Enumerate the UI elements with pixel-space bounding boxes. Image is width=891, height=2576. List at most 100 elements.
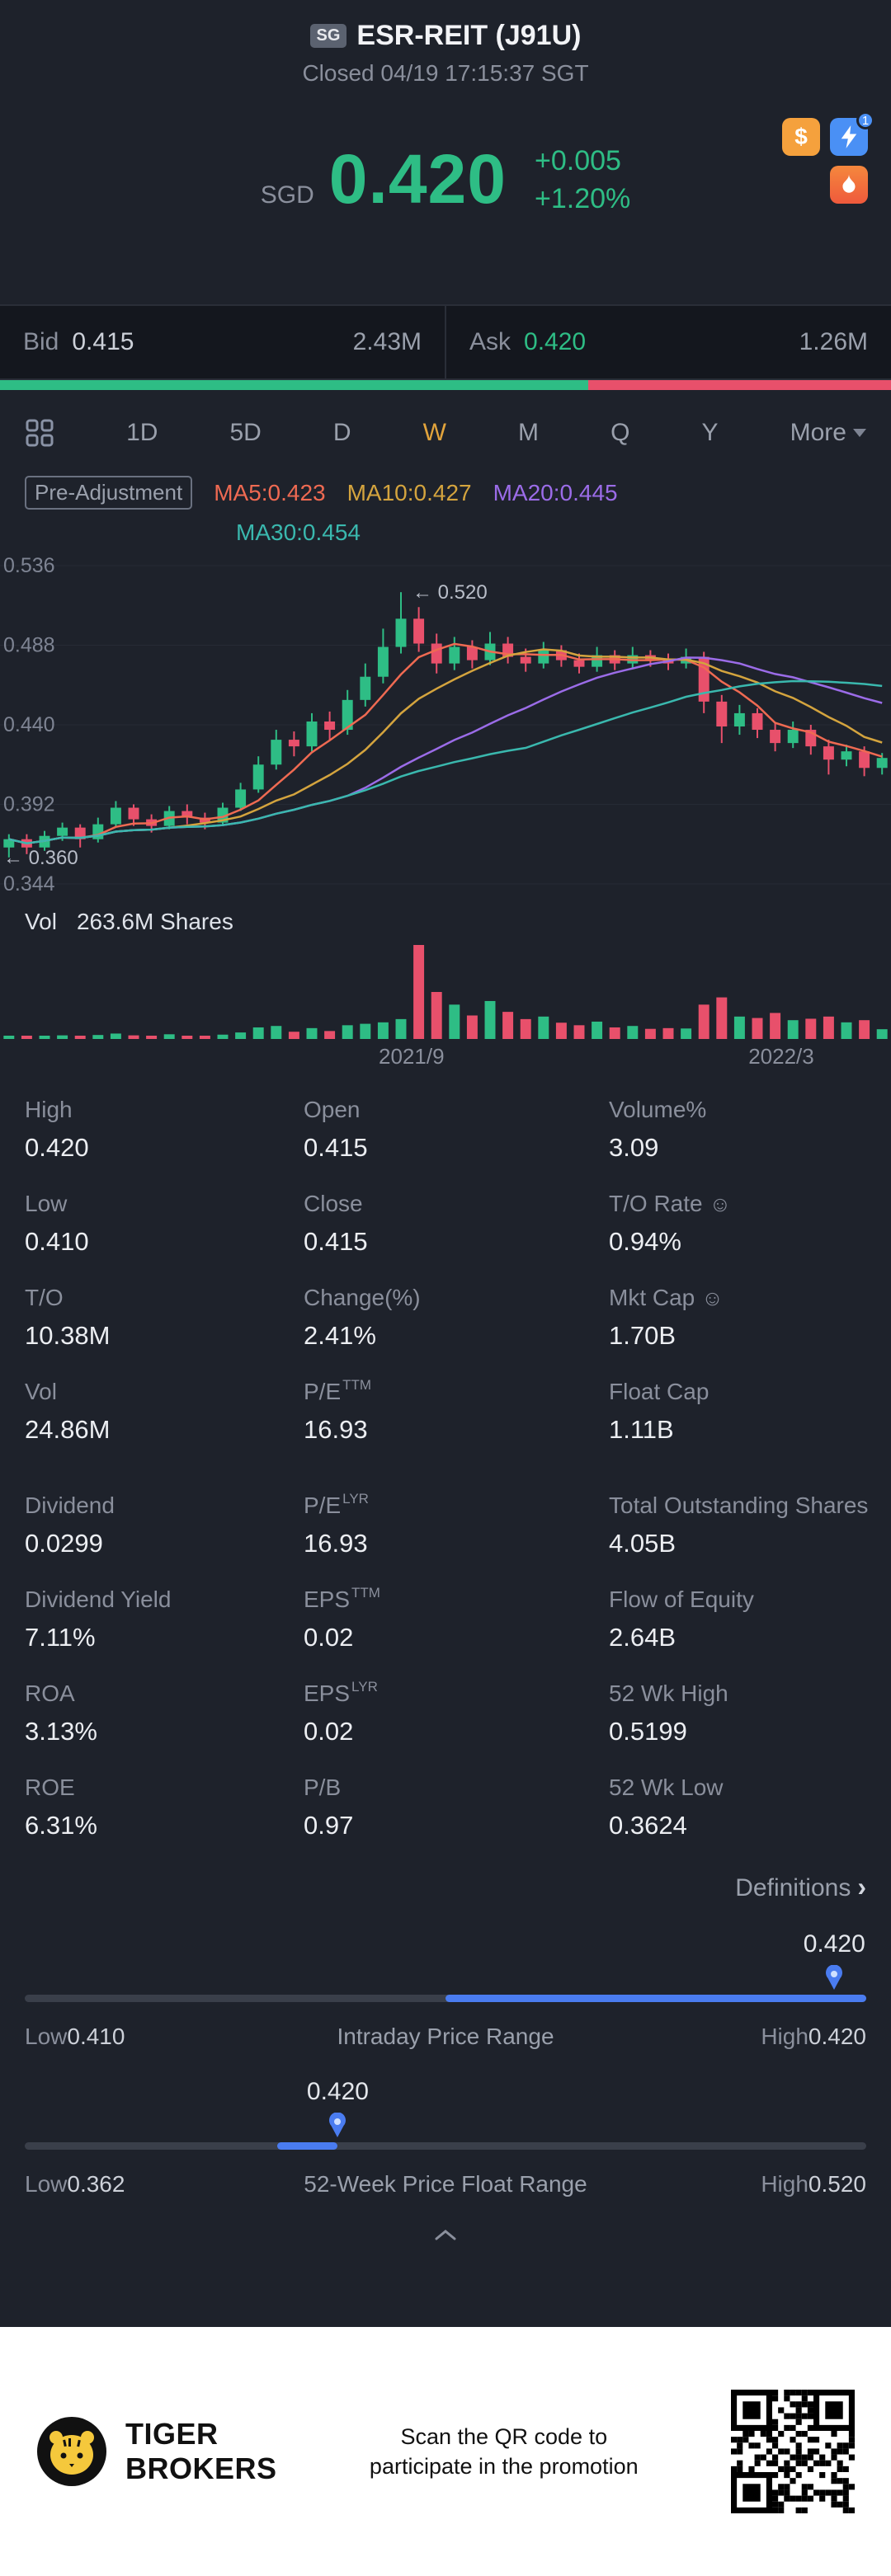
candle-body <box>3 839 15 848</box>
candle-body <box>733 712 745 727</box>
chart-grid-icon[interactable] <box>25 418 54 448</box>
volume-bar <box>716 997 728 1039</box>
bid-ask-panel: Bid 0.415 2.43M Ask 0.420 1.26M <box>0 304 891 380</box>
bid-row[interactable]: Bid 0.415 2.43M <box>0 306 445 378</box>
tab-m[interactable]: M <box>518 419 540 446</box>
depth-ratio-bar <box>0 380 891 390</box>
tab-1d[interactable]: 1D <box>126 419 158 446</box>
tab-d[interactable]: D <box>332 419 351 446</box>
volume-bar <box>163 1034 175 1039</box>
volume-chart[interactable] <box>0 935 891 1041</box>
candle-body <box>74 827 86 839</box>
range-title: Intraday Price Range <box>337 2024 554 2049</box>
promo-text: Scan the QR code to participate in the p… <box>369 2424 639 2479</box>
candle-body <box>360 676 371 700</box>
candle-body <box>395 618 407 647</box>
fire-icon[interactable] <box>830 166 868 204</box>
volume-label: Vol <box>25 909 57 934</box>
candle-body <box>752 712 763 731</box>
stat-eps-lyr: EPS LYR 0.02 <box>304 1679 378 1746</box>
tab-q[interactable]: Q <box>610 419 630 446</box>
market-status: Closed 04/19 17:15:37 SGT <box>302 60 589 86</box>
candle-body <box>538 650 549 664</box>
volume-value: 263.6M Shares <box>76 909 233 934</box>
pin-icon[interactable] <box>824 1964 844 1995</box>
volume-bar <box>271 1026 282 1039</box>
bid-depth-bar <box>0 380 588 390</box>
y-axis-label: 0.536 <box>3 554 55 577</box>
bid-size: 2.43M <box>352 328 422 355</box>
volume-bar <box>681 1028 692 1039</box>
candlestick-chart[interactable]: 0.536 0.488 0.440 0.392 0.344 ← 0.520 ← 0.360 <box>0 554 891 900</box>
volume-bar <box>92 1035 104 1039</box>
candle-body <box>520 656 531 664</box>
x-axis-label: 2022/3 <box>748 1044 814 1069</box>
candle-body <box>128 807 139 820</box>
dollar-icon[interactable]: $ <box>782 118 820 156</box>
volume-bar <box>342 1025 353 1039</box>
stat-change-pct: Change(%) 2.41% <box>304 1285 421 1350</box>
definitions-link[interactable]: Definitions › <box>0 1872 891 1902</box>
price-change: +0.005 <box>534 144 621 176</box>
flash-icon[interactable]: 1 <box>830 111 874 156</box>
price-section: SGD 0.420 +0.005 +1.20% $ 1 <box>0 111 891 271</box>
info-icon[interactable]: ☺ <box>701 1286 724 1310</box>
stat-roa: ROA 3.13% <box>25 1681 97 1746</box>
collapse-button[interactable] <box>0 2227 891 2246</box>
tab-5d[interactable]: 5D <box>229 419 262 446</box>
volume-bar <box>288 1032 299 1039</box>
ask-price: 0.420 <box>524 328 587 355</box>
range-current-value: 0.420 <box>306 2078 369 2105</box>
candle-body <box>716 701 728 727</box>
candle-body <box>306 721 318 747</box>
flame-glyph-icon <box>842 174 856 193</box>
pre-adjustment-badge[interactable]: Pre-Adjustment <box>25 476 193 510</box>
pin-icon[interactable] <box>328 2112 347 2143</box>
notification-badge: 1 <box>856 111 874 129</box>
stat-flow-of-equity: Flow of Equity 2.64B <box>609 1586 754 1652</box>
stat-vol: Vol 24.86M <box>25 1379 111 1444</box>
low-annotation: ← 0.360 <box>3 847 78 869</box>
ask-depth-bar <box>587 380 891 390</box>
ask-row[interactable]: Ask 0.420 1.26M <box>446 306 891 378</box>
volume-bar <box>252 1027 264 1039</box>
candle-body <box>252 764 264 790</box>
week52-range: 0.420 Low0.362 52-Week Price Float Range… <box>25 2078 866 2198</box>
lightning-bolt-icon <box>841 125 857 148</box>
tiger-brokers-logo-icon <box>37 2417 106 2486</box>
volume-bar <box>876 1029 888 1039</box>
stat-roe: ROE 6.31% <box>25 1775 97 1840</box>
volume-bar <box>199 1036 210 1039</box>
ma-line <box>8 648 883 844</box>
volume-bar <box>128 1035 139 1039</box>
volume-bar <box>752 1018 763 1039</box>
candle-body <box>182 811 193 818</box>
tab-w[interactable]: W <box>422 419 446 446</box>
volume-bar <box>413 945 425 1039</box>
volume-bar <box>182 1036 193 1039</box>
range-slider[interactable] <box>25 2142 866 2150</box>
candle-body <box>271 740 282 765</box>
volume-bar <box>3 1036 15 1039</box>
period-tabs: 1D 5D D W M Q Y More <box>0 390 891 476</box>
ma-line <box>8 679 883 844</box>
volume-bar <box>146 1036 158 1039</box>
chevron-right-icon: › <box>857 1872 866 1901</box>
ask-size: 1.26M <box>799 328 868 355</box>
stat-mkt-cap: Mkt Cap ☺ 1.70B <box>609 1285 724 1350</box>
tab-more[interactable]: More <box>790 419 866 447</box>
stat-high: High 0.420 <box>25 1097 89 1162</box>
stats-grid: High 0.420 Open 0.415 Volume% 3.09 Low 0.410… <box>0 1084 891 1855</box>
tab-more-label: More <box>790 419 846 446</box>
volume-bar <box>787 1020 799 1039</box>
volume-bar <box>431 992 442 1039</box>
candle-body <box>859 751 870 769</box>
range-slider[interactable] <box>25 1995 866 2002</box>
info-icon[interactable]: ☺ <box>709 1192 732 1216</box>
volume-bar <box>39 1036 50 1039</box>
ask-label: Ask <box>469 328 512 355</box>
volume-header: Vol 263.6M Shares <box>0 909 891 935</box>
candle-body <box>573 660 585 667</box>
ma20-legend: MA20:0.445 <box>493 479 618 505</box>
tab-y[interactable]: Y <box>701 419 719 446</box>
